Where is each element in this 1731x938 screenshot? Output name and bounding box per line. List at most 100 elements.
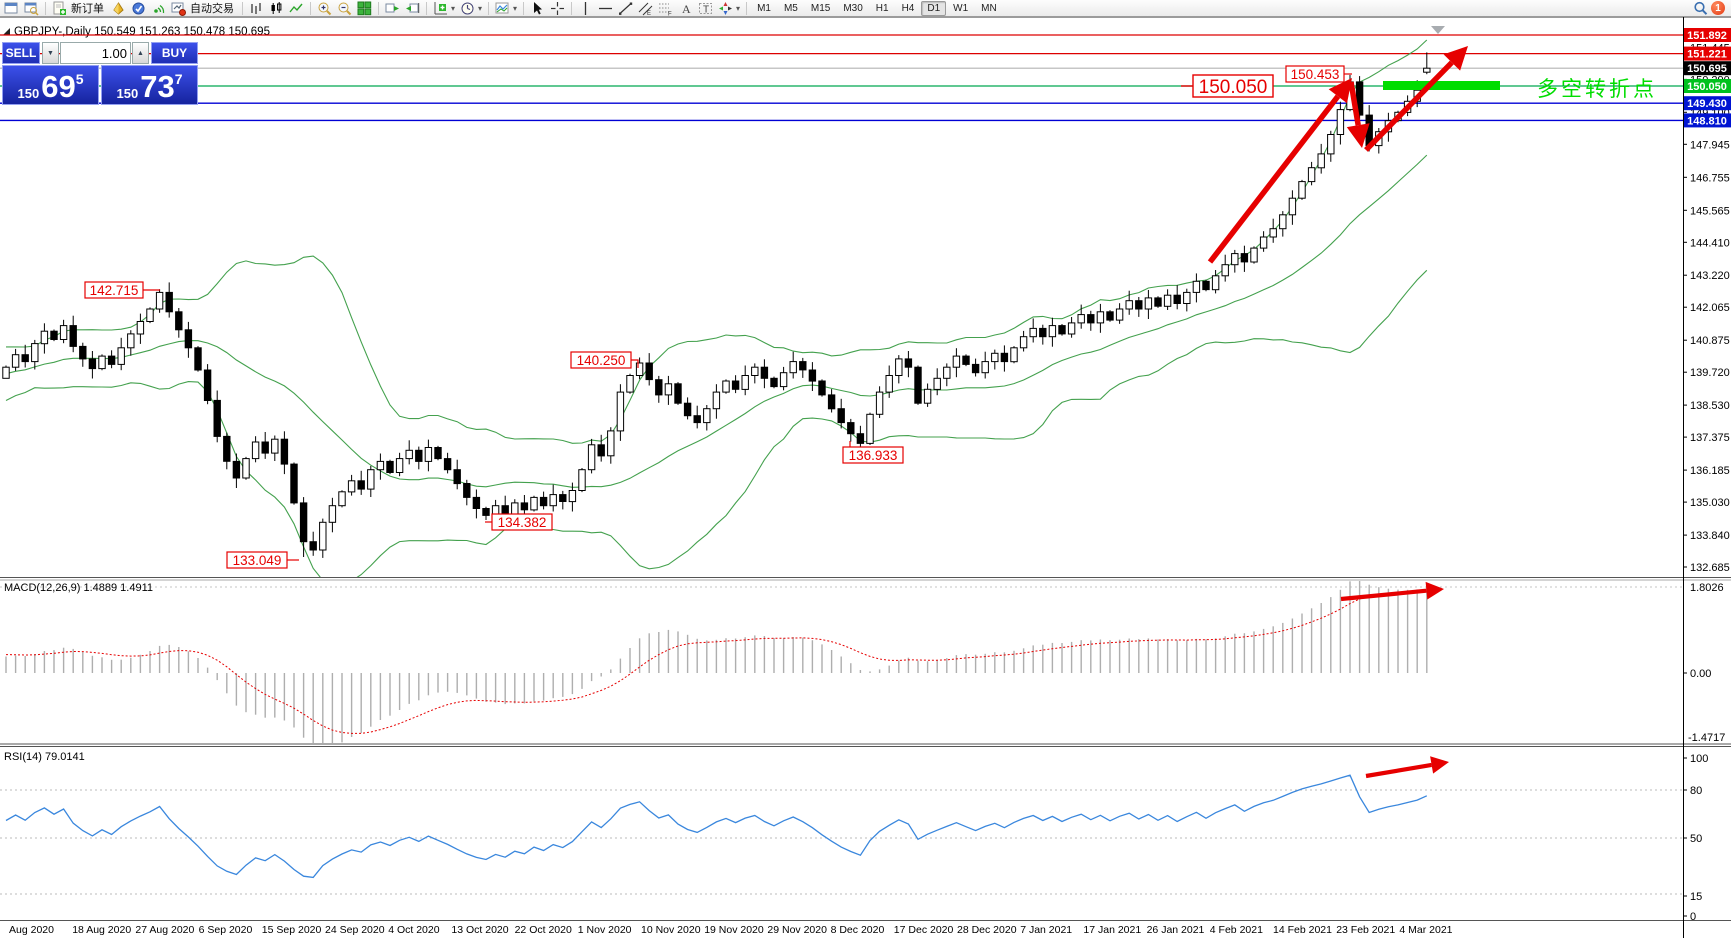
- cursor-button[interactable]: [528, 1, 547, 16]
- svg-text:136.933: 136.933: [849, 448, 898, 463]
- svg-text:134.382: 134.382: [498, 515, 547, 530]
- timeframe-m15-button[interactable]: M15: [810, 2, 831, 14]
- templates-button[interactable]: ▾: [493, 1, 519, 16]
- arrow-objects-button[interactable]: ▾: [716, 1, 742, 16]
- trendline-button[interactable]: [616, 1, 635, 16]
- text-icon: A: [682, 2, 691, 16]
- sell-button[interactable]: SELL: [2, 42, 40, 64]
- candlestick-chart-button[interactable]: [267, 1, 286, 16]
- svg-text:1 Nov 2020: 1 Nov 2020: [578, 924, 632, 936]
- chart-shift-button[interactable]: [403, 1, 422, 16]
- svg-text:10 Nov 2020: 10 Nov 2020: [641, 924, 701, 936]
- annotation-price-labels[interactable]: 142.715 140.250 136.933 134.382 133.049 150.4…: [84, 65, 1352, 569]
- svg-text:28 Dec 2020: 28 Dec 2020: [957, 924, 1017, 936]
- annotation-green-bar[interactable]: [1383, 81, 1500, 90]
- auto-trading-label: 自动交易: [190, 3, 234, 15]
- buy-price[interactable]: 150 73 7: [101, 65, 198, 105]
- svg-text:22 Oct 2020: 22 Oct 2020: [515, 924, 572, 936]
- toolbar-separator: [242, 1, 243, 15]
- svg-text:26 Jan 2021: 26 Jan 2021: [1147, 924, 1205, 936]
- annotation-turning-point-text[interactable]: 多空转折点: [1537, 78, 1657, 101]
- timeframe-m5-button[interactable]: M5: [783, 2, 798, 14]
- crosshair-button[interactable]: [548, 1, 567, 16]
- svg-text:140.875: 140.875: [1690, 335, 1730, 347]
- zoom-out-icon: [338, 2, 352, 15]
- bar-chart-button[interactable]: [247, 1, 266, 16]
- line-chart-button[interactable]: [287, 1, 306, 16]
- volume-decrease-button[interactable]: ▼: [42, 42, 59, 64]
- svg-text:80: 80: [1690, 785, 1702, 797]
- zoom-in-button[interactable]: [315, 1, 334, 16]
- crosshair-icon: [551, 1, 565, 15]
- chevron-down-icon: ▾: [478, 3, 483, 13]
- toolbar: 新订单 自动交易 ▾ ▾ ▾ E F A T ▾ M1 M5 M15 M30 H1 H4 D1 W1 MN 1: [0, 0, 1731, 17]
- toolbar-separator: [523, 1, 525, 15]
- svg-text:144.410: 144.410: [1690, 237, 1730, 249]
- timeframe-d1-button[interactable]: D1: [921, 0, 947, 16]
- equidistant-channel-button[interactable]: E: [636, 1, 655, 16]
- svg-text:1.8026: 1.8026: [1690, 582, 1724, 594]
- timeframe-m30-button[interactable]: M30: [843, 2, 863, 14]
- text-button[interactable]: A: [676, 1, 695, 16]
- profiles-button[interactable]: [2, 1, 21, 16]
- templates-icon: [495, 2, 509, 13]
- timeframe-h4-button[interactable]: H4: [901, 2, 915, 14]
- timeframe-w1-button[interactable]: W1: [953, 2, 969, 14]
- chart-preview-button[interactable]: [22, 1, 41, 16]
- chart-shift-marker[interactable]: [1431, 26, 1445, 34]
- buy-price-big: 73: [140, 69, 175, 105]
- tile-windows-button[interactable]: [355, 1, 374, 16]
- svg-text:148.810: 148.810: [1687, 115, 1727, 127]
- auto-trading-button[interactable]: 自动交易: [169, 1, 238, 16]
- svg-text:6 Sep 2020: 6 Sep 2020: [199, 924, 253, 936]
- svg-text:142.715: 142.715: [90, 283, 139, 298]
- periods-icon: [461, 2, 474, 14]
- periods-button[interactable]: ▾: [458, 1, 484, 16]
- svg-text:27 Aug 2020: 27 Aug 2020: [135, 924, 194, 936]
- horizontal-line-button[interactable]: [596, 1, 615, 16]
- search-icon: [1694, 1, 1708, 15]
- volume-increase-button[interactable]: ▲: [132, 42, 149, 64]
- toolbar-separator: [571, 1, 573, 15]
- vertical-line-button[interactable]: [576, 1, 595, 16]
- svg-text:A: A: [682, 2, 691, 16]
- sell-price[interactable]: 150 69 5: [2, 65, 99, 105]
- cursor-icon: [534, 1, 543, 14]
- svg-text:19 Nov 2020: 19 Nov 2020: [704, 924, 764, 936]
- volume-stepper: ▼ ▲: [42, 42, 149, 64]
- auto-scroll-button[interactable]: [383, 1, 402, 16]
- timeframe-mn-button[interactable]: MN: [981, 2, 997, 14]
- volume-input[interactable]: [60, 42, 131, 64]
- timeframe-m1-button[interactable]: M1: [757, 2, 771, 14]
- new-order-button[interactable]: 新订单: [50, 1, 108, 16]
- chart-preview-icon: [24, 2, 39, 16]
- sell-price-prefix: 150: [17, 86, 40, 101]
- signals-button[interactable]: [149, 1, 168, 16]
- buy-button[interactable]: BUY: [151, 42, 198, 64]
- fibonacci-button[interactable]: F: [656, 1, 675, 16]
- add-indicators-icon: [434, 1, 447, 14]
- new-order-label: 新订单: [71, 3, 104, 15]
- notification-badge[interactable]: 1: [1711, 1, 1725, 15]
- zoom-out-button[interactable]: [335, 1, 354, 16]
- bar-chart-icon: [251, 2, 261, 14]
- market-button[interactable]: [109, 1, 128, 16]
- codebase-button[interactable]: [129, 1, 148, 16]
- add-indicators-button[interactable]: ▾: [431, 1, 457, 16]
- new-order-icon: [53, 1, 66, 15]
- buy-price-prefix: 150: [116, 86, 139, 101]
- text-label-button[interactable]: T: [696, 1, 715, 16]
- svg-text:T: T: [703, 4, 709, 15]
- svg-text:149.430: 149.430: [1687, 98, 1727, 110]
- search-button[interactable]: [1691, 1, 1710, 16]
- candlestick-series: [2, 52, 1431, 558]
- svg-text:150.050: 150.050: [1687, 81, 1727, 93]
- chart-shift-icon: [406, 2, 420, 13]
- svg-text:133.840: 133.840: [1690, 530, 1730, 542]
- svg-text:7 Jan 2021: 7 Jan 2021: [1020, 924, 1072, 936]
- annotation-arrows[interactable]: [1207, 46, 1468, 779]
- timeframe-h1-button[interactable]: H1: [875, 2, 889, 14]
- horizontal-line-objects[interactable]: [0, 34, 1683, 122]
- svg-text:-1.4717: -1.4717: [1688, 732, 1725, 744]
